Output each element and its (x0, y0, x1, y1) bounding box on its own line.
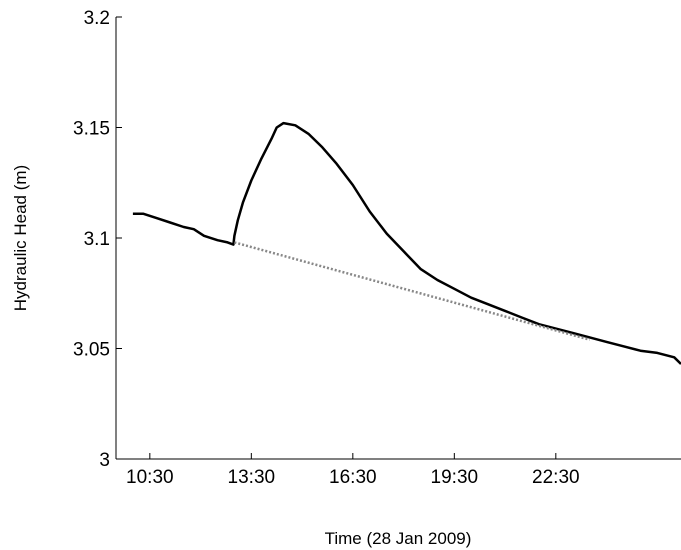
y-tick-label: 3.15 (73, 119, 110, 140)
y-ticks: 3 3.05 3.1 3.15 3.2 (73, 8, 122, 471)
x-ticks: 10:30 13:30 16:30 19:30 22:30 (126, 453, 580, 488)
y-tick-label: 3.2 (84, 8, 110, 29)
x-tick-label: 16:30 (329, 467, 377, 488)
y-tick-label: 3.1 (84, 229, 110, 250)
x-tick-label: 13:30 (228, 467, 276, 488)
axes (115, 17, 681, 460)
y-tick-label: 3.05 (73, 340, 110, 361)
x-tick-label: 22:30 (532, 467, 580, 488)
x-tick-label: 10:30 (126, 467, 174, 488)
y-tick-label: 3 (99, 450, 110, 471)
y-axis-title: Hydraulic Head (m) (11, 165, 30, 311)
hydraulic-head-line (132, 121, 681, 365)
x-tick-label: 19:30 (431, 467, 479, 488)
x-axis-title: Time (28 Jan 2009) (325, 529, 472, 548)
baseline-trend-line (234, 241, 591, 341)
series-group (132, 121, 681, 365)
